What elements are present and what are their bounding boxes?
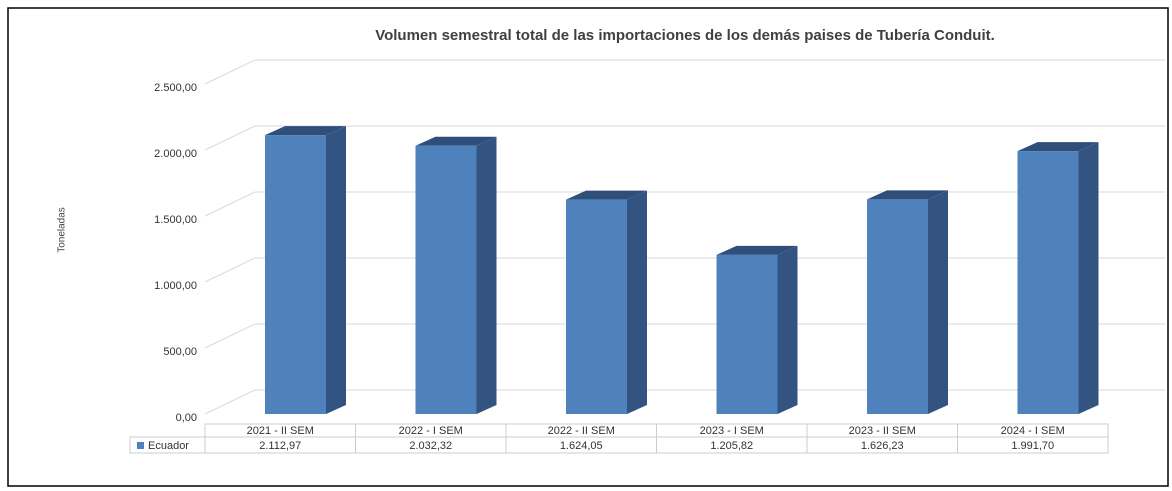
y-tick-label: 1.500,00 bbox=[154, 214, 197, 226]
y-tick-label: 500,00 bbox=[163, 346, 197, 358]
legend-label: Ecuador bbox=[148, 440, 189, 452]
table-value: 1.991,70 bbox=[1011, 440, 1054, 452]
bar bbox=[265, 135, 326, 415]
bar-top bbox=[265, 126, 346, 136]
bar bbox=[415, 145, 477, 414]
bar-top bbox=[1017, 142, 1099, 152]
bar bbox=[867, 199, 928, 414]
x-tick-label: 2023 - I SEM bbox=[700, 425, 764, 437]
x-tick-label: 2022 - I SEM bbox=[399, 425, 463, 437]
bar-top bbox=[415, 136, 497, 146]
table-value: 1.626,23 bbox=[861, 440, 904, 452]
legend-swatch bbox=[137, 442, 144, 449]
x-tick-label: 2021 - II SEM bbox=[247, 425, 314, 437]
bar-side bbox=[928, 190, 948, 414]
y-tick-label: 2.500,00 bbox=[154, 82, 197, 94]
grid-line bbox=[204, 125, 256, 151]
bar-top bbox=[716, 245, 798, 255]
bar-top bbox=[867, 190, 948, 200]
y-axis-label: Toneladas bbox=[57, 207, 68, 253]
grid-line bbox=[204, 323, 256, 349]
bar bbox=[716, 254, 778, 414]
y-tick-label: 0,00 bbox=[176, 412, 197, 424]
bar-side bbox=[476, 136, 497, 414]
grid-line bbox=[204, 389, 256, 415]
bar bbox=[1017, 151, 1079, 415]
bar-top bbox=[566, 190, 647, 200]
x-tick-label: 2022 - II SEM bbox=[548, 425, 615, 437]
bar-side bbox=[777, 245, 798, 414]
x-tick-label: 2023 - II SEM bbox=[849, 425, 916, 437]
table-value: 2.032,32 bbox=[409, 440, 452, 452]
bar-side bbox=[627, 190, 647, 414]
x-tick-label: 2024 - I SEM bbox=[1001, 425, 1065, 437]
legend-cell bbox=[129, 436, 206, 454]
y-tick-label: 2.000,00 bbox=[154, 148, 197, 160]
bar bbox=[566, 199, 627, 414]
table-value: 1.624,05 bbox=[560, 440, 603, 452]
grid-line bbox=[204, 59, 256, 85]
grid-line bbox=[204, 191, 256, 217]
grid-line bbox=[204, 257, 256, 283]
bar-side bbox=[1078, 142, 1099, 415]
bar-side bbox=[326, 126, 346, 415]
table-value: 1.205,82 bbox=[710, 440, 753, 452]
y-tick-label: 1.000,00 bbox=[154, 280, 197, 292]
table-value: 2.112,97 bbox=[259, 440, 301, 452]
chart-title: Volumen semestral total de las importaci… bbox=[375, 27, 995, 44]
